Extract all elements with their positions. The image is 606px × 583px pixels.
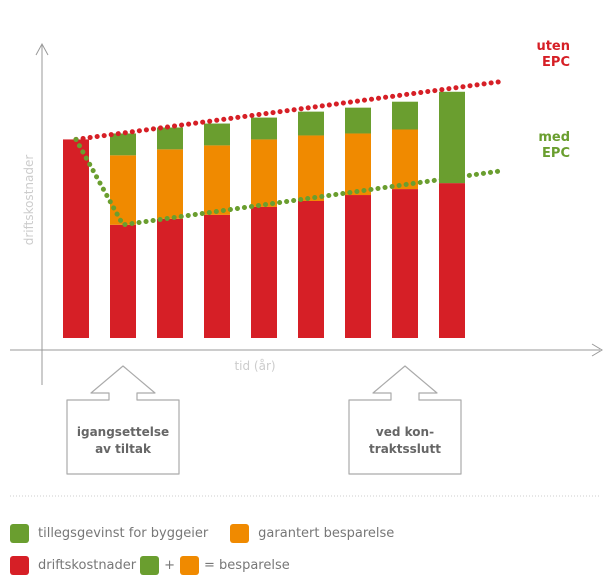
legend-swatch-savings: [230, 524, 250, 543]
legend-swatch-gain-sum: [140, 556, 160, 575]
legend-label-savings: garantert besparelse: [258, 526, 395, 541]
bar-gain-3: [157, 127, 183, 150]
bar-savings-6: [298, 135, 324, 201]
bar-gain-9: [439, 91, 465, 184]
callouts: igangsettelse av tiltak ved kon-traktsslut…: [66, 365, 462, 475]
trend-line-label-1-0: med: [538, 130, 570, 145]
bar-drift-6: [298, 200, 324, 338]
legend-plus: +: [164, 558, 176, 573]
legend-row-1: tillegsgevinst for byggeier garantert be…: [10, 524, 416, 543]
bar-drift-7: [345, 195, 371, 338]
callout-label-0-0: igangsettelse: [77, 425, 169, 439]
bar-savings-8: [392, 129, 418, 190]
bar-drift-2: [110, 224, 136, 338]
legend-swatch-savings-sum: [180, 556, 200, 575]
callout-label-1-1: traktsslutt: [369, 442, 441, 456]
bar-drift-1: [63, 139, 89, 338]
trend-line-label-0-0: uten: [536, 39, 570, 54]
trend-line-label-0-1: EPC: [542, 55, 570, 70]
trend-lines: [73, 79, 502, 228]
trend-line-uten-epc: [73, 79, 502, 142]
trend-line-label-1-1: EPC: [542, 146, 570, 161]
legend-row-2: driftskostnader + = besparelse: [10, 556, 295, 575]
bar-savings-4: [204, 145, 230, 215]
x-axis-arrow: [591, 343, 603, 357]
callout-label-0-1: av tiltak: [95, 442, 152, 456]
bar-gain-7: [345, 107, 371, 134]
bar-savings-7: [345, 133, 371, 196]
y-axis-arrow: [35, 42, 49, 56]
bar-drift-5: [251, 206, 277, 338]
bar-gain-8: [392, 101, 418, 130]
legend-equals: = besparelse: [204, 558, 290, 573]
bar-gain-2: [110, 133, 136, 156]
legend-label-drift: driftskostnader: [38, 558, 137, 573]
callout-arrow-0: [66, 365, 180, 475]
callout-arrow-1: [348, 365, 462, 475]
bar-drift-8: [392, 189, 418, 338]
bar-drift-4: [204, 214, 230, 338]
bar-gain-6: [298, 111, 324, 136]
bar-drift-3: [157, 218, 183, 338]
legend-swatch-gain: [10, 524, 29, 543]
trend-line-med-epc: [73, 136, 502, 228]
bar-gain-4: [204, 123, 230, 146]
x-axis-label: tid (år): [234, 359, 275, 373]
bars-group: [63, 91, 465, 338]
bar-savings-2: [110, 155, 136, 225]
legend-swatch-drift: [10, 556, 29, 575]
bar-savings-3: [157, 149, 183, 219]
legend-label-gain: tillegsgevinst for byggeier: [38, 526, 209, 541]
callout-label-1-0: ved kon-: [376, 425, 434, 439]
y-axis-label: driftskostnader: [22, 155, 36, 246]
bar-savings-5: [251, 139, 277, 207]
bar-drift-9: [439, 183, 465, 338]
axes-group: driftskostnader tid (år): [10, 42, 603, 385]
bar-gain-5: [251, 117, 277, 140]
